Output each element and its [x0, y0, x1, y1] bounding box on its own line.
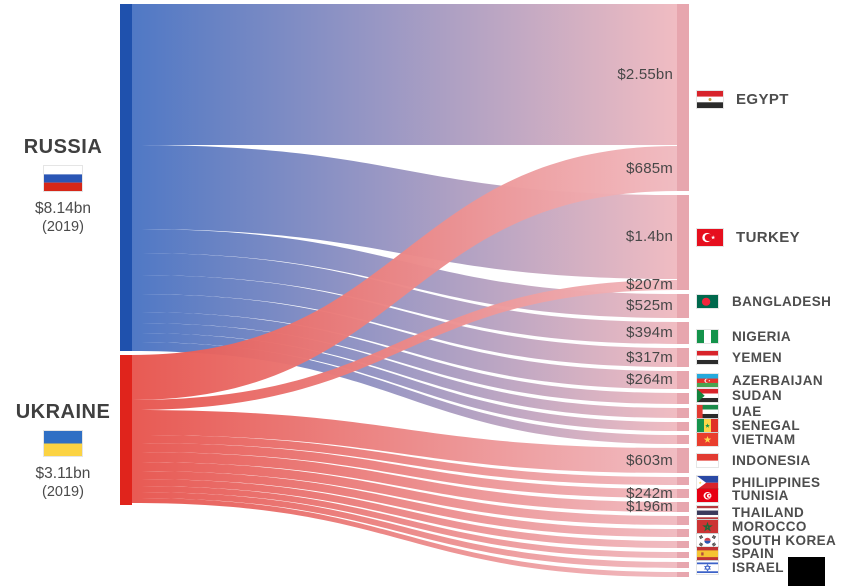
- node-bar-sudan: [677, 393, 689, 404]
- flow-ukraine-tunisia: [132, 443, 677, 498]
- node-bar-azerbaijan: [677, 371, 689, 389]
- flow-ukraine-morocco: [132, 462, 677, 525]
- russia-flag-icon: [43, 165, 83, 192]
- russia-flag-icon: [43, 165, 83, 192]
- node-bar-russia: [120, 4, 132, 351]
- node-bar-morocco: [677, 516, 689, 525]
- flow-ukraine-israel: [132, 486, 677, 558]
- russia-label: RUSSIA: [23, 136, 103, 158]
- node-bar-other-1: [677, 562, 689, 568]
- flow-ukraine-philippines: [132, 435, 677, 485]
- source-russia: RUSSIA $8.14bn (2019): [3, 136, 123, 235]
- russia-year: (2019): [42, 219, 84, 235]
- flow-ukraine-turkey: [132, 280, 677, 410]
- russia-total: $8.14bn: [34, 200, 92, 217]
- node-bar-israel: [677, 552, 689, 558]
- flow-russia-senegal: [132, 333, 677, 431]
- ukraine-total: $3.11bn: [35, 465, 91, 482]
- flow-ukraine-south-korea: [132, 471, 677, 537]
- flow-russia-egypt: [132, 4, 677, 145]
- flow-ukraine-other-1: [132, 492, 677, 568]
- flow-russia-yemen: [132, 275, 677, 367]
- node-bar-indonesia: [677, 448, 689, 473]
- node-bar-ukraine: [120, 355, 132, 505]
- flow-russia-sudan: [132, 312, 677, 404]
- node-bar-other-2: [677, 572, 689, 577]
- flow-russia-uae: [132, 323, 677, 418]
- flow-russia-nigeria: [132, 253, 677, 344]
- ukraine-label: UKRAINE: [15, 401, 111, 423]
- flow-russia-turkey: [132, 145, 677, 279]
- node-bar-nigeria: [677, 322, 689, 344]
- flow-ukraine-indonesia: [132, 410, 677, 473]
- node-bar-egypt: [677, 4, 689, 191]
- source-ukraine: UKRAINE $3.11bn (2019): [3, 401, 123, 500]
- flow-ukraine-other-2: [132, 498, 677, 577]
- flow-russia-vietnam: [132, 342, 677, 444]
- node-bar-philippines: [677, 477, 689, 485]
- node-bar-senegal: [677, 422, 689, 431]
- ukraine-year: (2019): [42, 484, 84, 500]
- node-bar-thailand: [677, 502, 689, 512]
- node-bar-south-korea: [677, 529, 689, 537]
- redaction-box: [788, 557, 825, 586]
- node-bar-turkey: [677, 195, 689, 290]
- node-bar-spain: [677, 541, 689, 548]
- flow-ukraine-spain: [132, 479, 677, 548]
- node-bar-tunisia: [677, 489, 689, 498]
- node-bar-yemen: [677, 348, 689, 367]
- node-bar-uae: [677, 408, 689, 418]
- node-bar-bangladesh: [677, 294, 689, 318]
- ukraine-flag-icon: [43, 430, 83, 457]
- node-bar-vietnam: [677, 435, 689, 444]
- flow-ukraine-egypt: [132, 146, 677, 400]
- ukraine-flag-icon: [43, 430, 83, 457]
- flow-ukraine-thailand: [132, 452, 677, 512]
